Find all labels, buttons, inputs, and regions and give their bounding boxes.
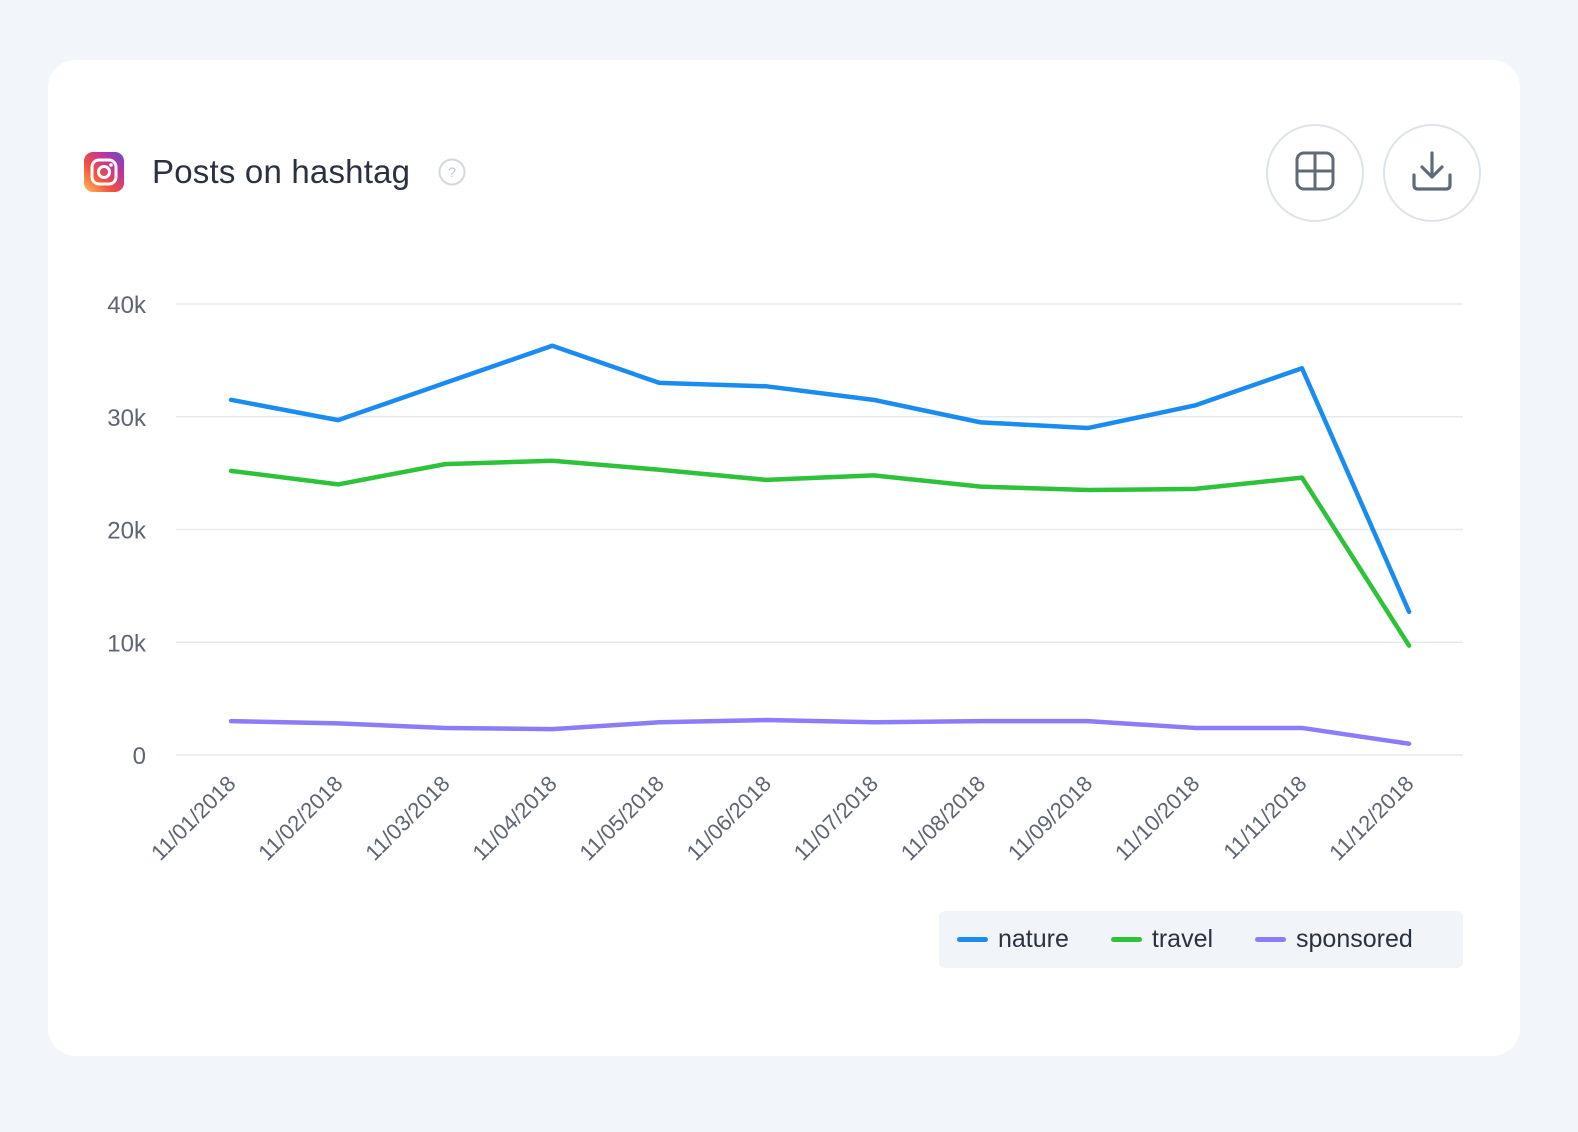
- chart-title: Posts on hashtag: [152, 153, 411, 190]
- y-tick-label: 10k: [107, 630, 147, 657]
- data-point-travel[interactable]: [439, 458, 451, 470]
- data-point-travel[interactable]: [975, 481, 987, 493]
- data-point-sponsored[interactable]: [546, 723, 558, 735]
- x-tick-label: 11/09/2018: [1003, 771, 1097, 865]
- y-tick-label: 20k: [107, 518, 147, 545]
- data-point-travel[interactable]: [546, 455, 558, 467]
- series-line-nature[interactable]: [228, 343, 1412, 615]
- x-tick-label: 11/12/2018: [1324, 771, 1418, 865]
- data-point-nature[interactable]: [975, 416, 987, 428]
- chart-header: Posts on hashtag ?: [84, 152, 466, 192]
- data-point-travel[interactable]: [1403, 640, 1415, 652]
- svg-text:?: ?: [448, 164, 456, 180]
- legend-swatch: [1110, 937, 1142, 942]
- legend-label: travel: [1151, 925, 1214, 953]
- data-point-sponsored[interactable]: [761, 714, 773, 726]
- x-tick-label: 11/02/2018: [253, 771, 347, 865]
- data-point-travel[interactable]: [1082, 484, 1094, 496]
- y-tick-label: 0: [133, 743, 146, 770]
- question-circle-icon[interactable]: ?: [438, 158, 466, 186]
- data-point-travel[interactable]: [761, 474, 773, 486]
- data-point-nature[interactable]: [546, 340, 558, 352]
- data-point-nature[interactable]: [1082, 422, 1094, 434]
- y-tick-label: 30k: [107, 405, 147, 432]
- series-line-travel[interactable]: [228, 458, 1412, 648]
- data-point-nature[interactable]: [1296, 362, 1308, 374]
- x-tick-label: 11/04/2018: [467, 771, 561, 865]
- chart-card: Posts on hashtag ? 0 10k 20k 30k 40k 11/01: [48, 60, 1520, 1056]
- data-point-travel[interactable]: [653, 464, 665, 476]
- data-point-nature[interactable]: [868, 394, 880, 406]
- x-tick-label: 11/05/2018: [575, 771, 669, 865]
- legend-item-sponsored[interactable]: sponsored: [1255, 925, 1413, 954]
- data-point-nature[interactable]: [761, 380, 773, 392]
- data-point-travel[interactable]: [1296, 472, 1308, 484]
- x-tick-label: 11/06/2018: [682, 771, 776, 865]
- chart-legend: nature travel sponsored: [939, 911, 1463, 968]
- data-point-travel[interactable]: [868, 469, 880, 481]
- data-point-nature[interactable]: [439, 377, 451, 389]
- x-tick-label: 11/07/2018: [789, 771, 883, 865]
- data-point-nature[interactable]: [332, 414, 344, 426]
- y-tick-label: 40k: [107, 292, 147, 319]
- table-view-button[interactable]: [1266, 124, 1364, 222]
- data-point-sponsored[interactable]: [1082, 715, 1094, 727]
- data-point-sponsored[interactable]: [653, 716, 665, 728]
- data-point-nature[interactable]: [1403, 606, 1415, 618]
- data-point-sponsored[interactable]: [1403, 738, 1415, 750]
- data-point-sponsored[interactable]: [225, 715, 237, 727]
- data-point-nature[interactable]: [653, 377, 665, 389]
- data-point-travel[interactable]: [1189, 483, 1201, 495]
- x-tick-label: 11/03/2018: [360, 771, 454, 865]
- legend-swatch: [957, 937, 988, 942]
- instagram-icon: [84, 152, 124, 192]
- data-point-sponsored[interactable]: [1189, 722, 1201, 734]
- line-chart: 0 10k 20k 30k 40k 11/01/2018 11/02/2018 11/03/2…: [107, 292, 1463, 865]
- data-point-nature[interactable]: [1189, 399, 1201, 411]
- data-point-sponsored[interactable]: [332, 717, 344, 729]
- legend-swatch: [1255, 937, 1287, 942]
- data-point-sponsored[interactable]: [975, 715, 987, 727]
- legend-item-travel[interactable]: travel: [1110, 925, 1214, 954]
- data-point-nature[interactable]: [225, 394, 237, 406]
- download-button[interactable]: [1383, 124, 1481, 222]
- x-tick-label: 11/01/2018: [146, 771, 240, 865]
- legend-label: sponsored: [1296, 925, 1413, 953]
- x-tick-label: 11/08/2018: [896, 771, 990, 865]
- series-line-sponsored[interactable]: [228, 717, 1412, 746]
- data-point-travel[interactable]: [225, 465, 237, 477]
- grid-icon: [1294, 150, 1336, 197]
- data-point-sponsored[interactable]: [439, 722, 451, 734]
- download-icon: [1410, 149, 1454, 198]
- x-tick-label: 11/10/2018: [1110, 771, 1204, 865]
- data-point-sponsored[interactable]: [868, 716, 880, 728]
- legend-item-nature[interactable]: nature: [957, 925, 1069, 954]
- x-tick-label: 11/11/2018: [1218, 771, 1311, 864]
- legend-label: nature: [998, 925, 1069, 953]
- data-point-sponsored[interactable]: [1296, 722, 1308, 734]
- data-point-travel[interactable]: [332, 478, 344, 490]
